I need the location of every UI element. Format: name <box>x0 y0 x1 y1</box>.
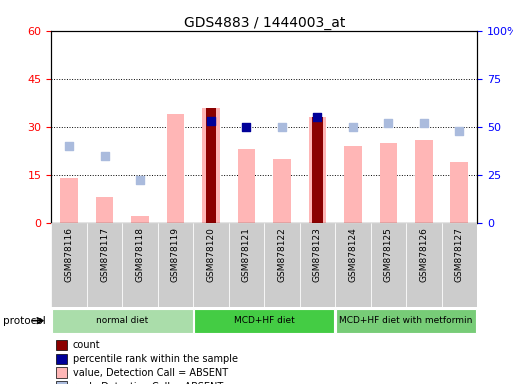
Bar <box>167 114 184 223</box>
Text: protocol: protocol <box>3 316 45 326</box>
Text: GSM878118: GSM878118 <box>135 227 145 282</box>
Point <box>420 120 428 126</box>
Bar <box>206 108 216 223</box>
Text: GSM878117: GSM878117 <box>100 227 109 282</box>
Bar <box>51 223 87 307</box>
Bar <box>55 367 68 377</box>
Bar <box>238 149 255 223</box>
Bar <box>55 340 68 350</box>
Text: normal diet: normal diet <box>96 316 148 325</box>
Bar <box>264 223 300 307</box>
Point <box>278 124 286 130</box>
Bar <box>95 197 113 223</box>
Text: percentile rank within the sample: percentile rank within the sample <box>73 354 238 364</box>
Point <box>207 118 215 124</box>
Bar <box>52 309 192 333</box>
Point <box>455 127 463 134</box>
Bar <box>450 162 468 223</box>
Point <box>384 120 392 126</box>
Bar <box>55 381 68 384</box>
Text: GSM878125: GSM878125 <box>384 227 393 282</box>
Title: GDS4883 / 1444003_at: GDS4883 / 1444003_at <box>184 16 345 30</box>
Text: MCD+HF diet with metformin: MCD+HF diet with metformin <box>340 316 473 325</box>
Bar <box>312 117 323 223</box>
Point <box>242 124 250 130</box>
Bar <box>87 223 122 307</box>
Text: MCD+HF diet: MCD+HF diet <box>234 316 294 325</box>
Bar <box>335 223 370 307</box>
Point <box>101 152 109 159</box>
Bar <box>55 354 68 364</box>
Bar <box>273 159 291 223</box>
Bar <box>415 139 433 223</box>
Text: GSM878123: GSM878123 <box>313 227 322 282</box>
Bar <box>158 223 193 307</box>
Bar <box>308 117 326 223</box>
Bar <box>442 223 477 307</box>
Text: GSM878126: GSM878126 <box>419 227 428 282</box>
Point <box>65 143 73 149</box>
Point <box>313 114 322 120</box>
Bar <box>380 143 397 223</box>
Text: GSM878121: GSM878121 <box>242 227 251 282</box>
Text: GSM878122: GSM878122 <box>278 227 286 282</box>
Bar <box>229 223 264 307</box>
Text: GSM878116: GSM878116 <box>65 227 73 282</box>
Text: count: count <box>73 340 100 350</box>
Text: GSM878119: GSM878119 <box>171 227 180 282</box>
Bar <box>370 223 406 307</box>
Text: value, Detection Call = ABSENT: value, Detection Call = ABSENT <box>73 368 228 378</box>
Bar <box>194 309 334 333</box>
Bar <box>131 216 149 223</box>
Text: GSM878120: GSM878120 <box>206 227 215 282</box>
Bar <box>406 223 442 307</box>
Bar <box>202 108 220 223</box>
Bar <box>193 223 229 307</box>
Text: rank, Detection Call = ABSENT: rank, Detection Call = ABSENT <box>73 382 223 384</box>
Point <box>136 177 144 184</box>
Text: GSM878127: GSM878127 <box>455 227 464 282</box>
Bar <box>122 223 158 307</box>
Text: GSM878124: GSM878124 <box>348 227 358 282</box>
Bar <box>300 223 335 307</box>
Bar <box>336 309 477 333</box>
Point <box>349 124 357 130</box>
Bar <box>60 178 78 223</box>
Bar <box>344 146 362 223</box>
